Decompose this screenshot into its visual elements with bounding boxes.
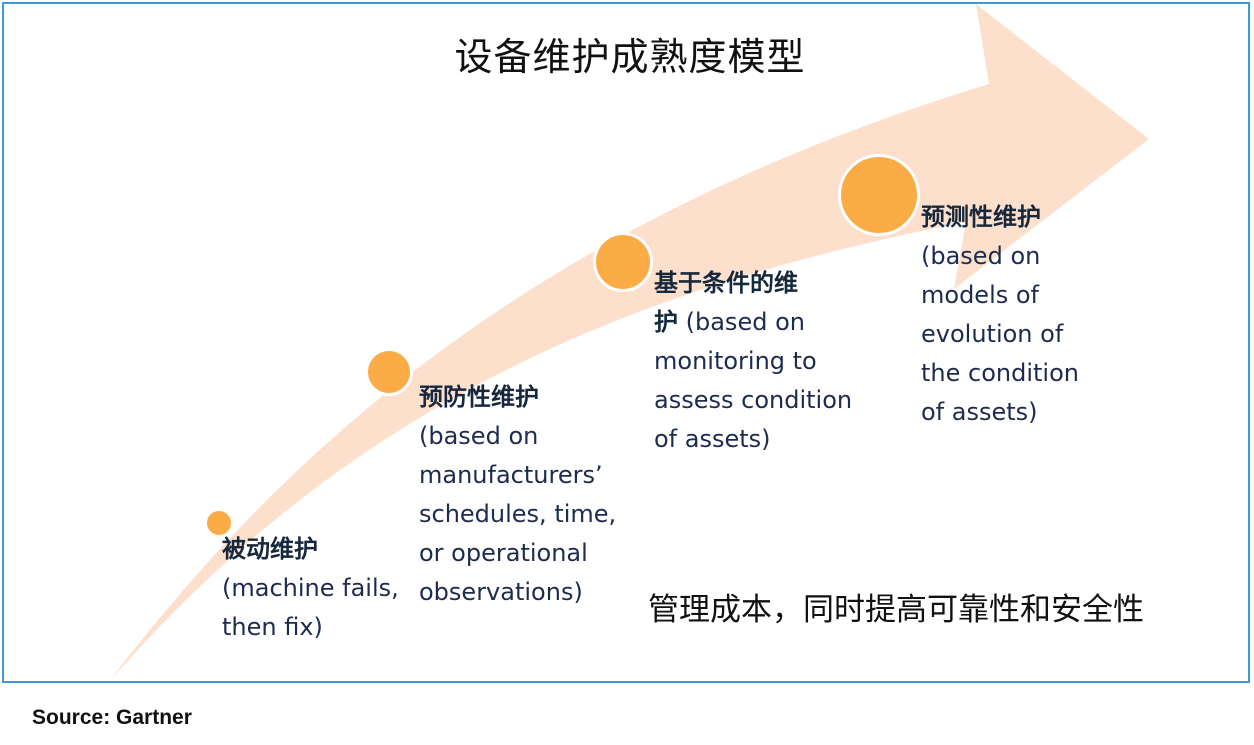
stage-2-marker — [365, 348, 413, 396]
stage-3-marker — [593, 232, 653, 292]
stage-1-marker — [204, 508, 234, 538]
source-note: Source: Gartner — [32, 706, 192, 729]
stage-2-name: 预防性维护 — [419, 383, 539, 411]
stage-2-desc: (based on manufacturers’ schedules, time… — [419, 422, 617, 606]
stage-3-label: 基于条件的维 护 (based on monitoring to assess … — [654, 264, 852, 459]
stage-3-name-line1: 基于条件的维 — [654, 269, 798, 297]
stage-1-name: 被动维护 — [222, 535, 318, 563]
stage-4-label: 预测性维护 (based on models of evolution of t… — [921, 198, 1079, 432]
stage-4-name: 预测性维护 — [921, 203, 1041, 231]
stage-2-label: 预防性维护 (based on manufacturers’ schedules… — [419, 378, 616, 612]
diagram-frame: 设备维护成熟度模型 被动维护 (machine fails, then fix)… — [2, 2, 1250, 683]
stage-3-desc-inline: (based on — [678, 308, 805, 336]
diagram-title: 设备维护成熟度模型 — [454, 35, 806, 79]
stage-1-desc: (machine fails, then fix) — [222, 574, 399, 641]
stage-4-marker — [838, 154, 920, 236]
stage-4-desc: (based on models of evolution of the con… — [921, 242, 1079, 426]
stage-3-desc: monitoring to assess condition of assets… — [654, 347, 853, 453]
stage-3-name-line2: 护 — [654, 308, 678, 336]
stage-1-label: 被动维护 (machine fails, then fix) — [222, 530, 399, 647]
tagline: 管理成本，同时提高可靠性和安全性 — [648, 592, 1144, 628]
